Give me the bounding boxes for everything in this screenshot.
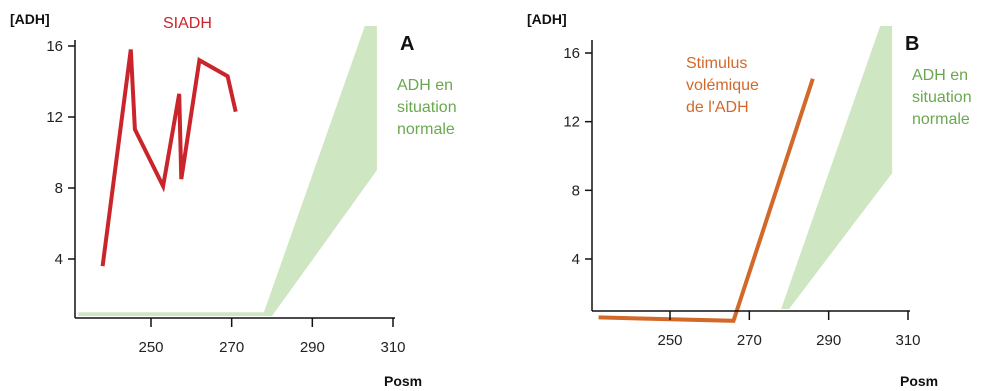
normal-adh-band: [78, 26, 377, 316]
series-label-stimulus-line3: de l'ADH: [686, 99, 749, 116]
series-label-stimulus-line1: Stimulus: [686, 55, 747, 72]
x-tick-label: 310: [895, 332, 920, 349]
normal-label-a-line3: normale: [397, 121, 455, 138]
x-tick-label: 310: [380, 339, 405, 356]
x-axis-title-b: Posm: [900, 373, 938, 389]
normal-label-b-line2: situation: [912, 89, 972, 106]
y-tick-label: 12: [563, 114, 580, 131]
x-tick-label: 250: [138, 339, 163, 356]
siadh-line: [100, 49, 238, 267]
normal-label-b-line1: ADH en: [912, 67, 968, 84]
x-tick-label: 250: [657, 332, 682, 349]
y-axis-title-a: [ADH]: [10, 11, 50, 27]
series-label-stimulus-line2: volémique: [686, 77, 759, 94]
y-tick-label: 12: [46, 109, 63, 126]
y-axis-title-b: [ADH]: [527, 11, 567, 27]
y-tick-label: 16: [46, 38, 63, 55]
y-tick-label: 8: [572, 182, 580, 199]
panel-label-a: A: [400, 33, 414, 55]
normal-label-a-line2: situation: [397, 99, 457, 116]
series-label-siadh: SIADH: [163, 15, 212, 32]
x-tick-label: 290: [300, 339, 325, 356]
normal-label-a-line1: ADH en: [397, 77, 453, 94]
normal-label-b-line3: normale: [912, 111, 970, 128]
panel-label-b: B: [905, 33, 919, 55]
y-tick-label: 4: [55, 251, 63, 268]
y-tick-label: 16: [563, 45, 580, 62]
y-tick-label: 4: [572, 251, 580, 268]
x-tick-label: 270: [737, 332, 762, 349]
x-axis-title-a: Posm: [384, 373, 422, 389]
normal-adh-band: [598, 26, 893, 309]
panel-a: 4 8 12 16 250 270 290 310 [ADH] Posm A SIADH AD…: [10, 11, 457, 389]
x-tick-label: 270: [219, 339, 244, 356]
panel-b: 4 8 12 16 250 270 290 310 [ADH] Posm B Stimulus…: [527, 11, 972, 389]
stimulus-volemique-line: [598, 78, 815, 323]
x-tick-label: 290: [816, 332, 841, 349]
y-tick-label: 8: [55, 180, 63, 197]
